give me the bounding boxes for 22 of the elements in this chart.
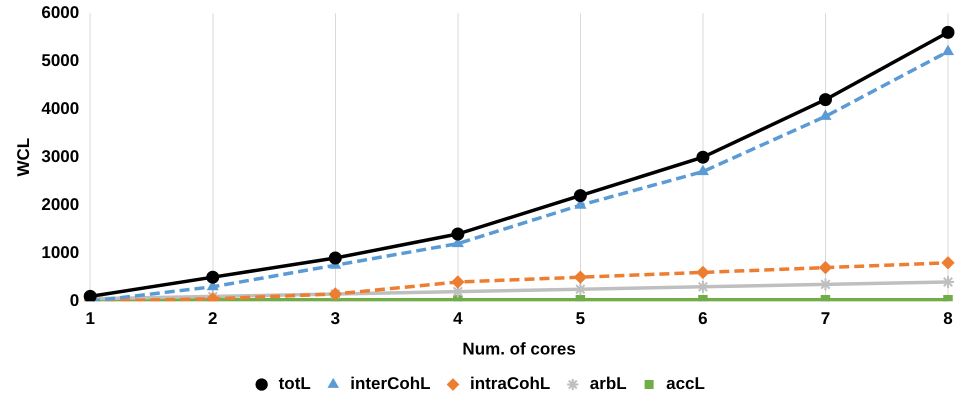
x-tick-label: 2: [208, 309, 218, 328]
y-tick-label: 4000: [41, 98, 80, 118]
legend-label: interCohL: [350, 374, 431, 394]
y-tick-label: 5000: [41, 50, 80, 70]
legend-label: totL: [278, 374, 311, 394]
x-axis-title: Num. of cores: [462, 339, 576, 358]
x-tick-label: 7: [820, 309, 830, 328]
y-axis-title: WCL: [14, 138, 33, 177]
y-tick-label: 1000: [41, 242, 80, 262]
y-tick-label: 6000: [41, 2, 80, 22]
y-tick-label: 2000: [41, 194, 80, 214]
legend-label: accL: [666, 374, 705, 394]
x-tick-label: 6: [698, 309, 708, 328]
x-tick-label: 5: [576, 309, 586, 328]
x-tick-label: 8: [943, 309, 953, 328]
y-tick-label: 3000: [41, 146, 80, 166]
legend-label: arbL: [590, 374, 627, 394]
y-tick-label: 0: [70, 290, 80, 310]
x-tick-label: 4: [453, 309, 464, 328]
x-tick-label: 3: [330, 309, 340, 328]
x-tick-label: 1: [85, 309, 95, 328]
legend-label: intraCohL: [470, 374, 550, 394]
